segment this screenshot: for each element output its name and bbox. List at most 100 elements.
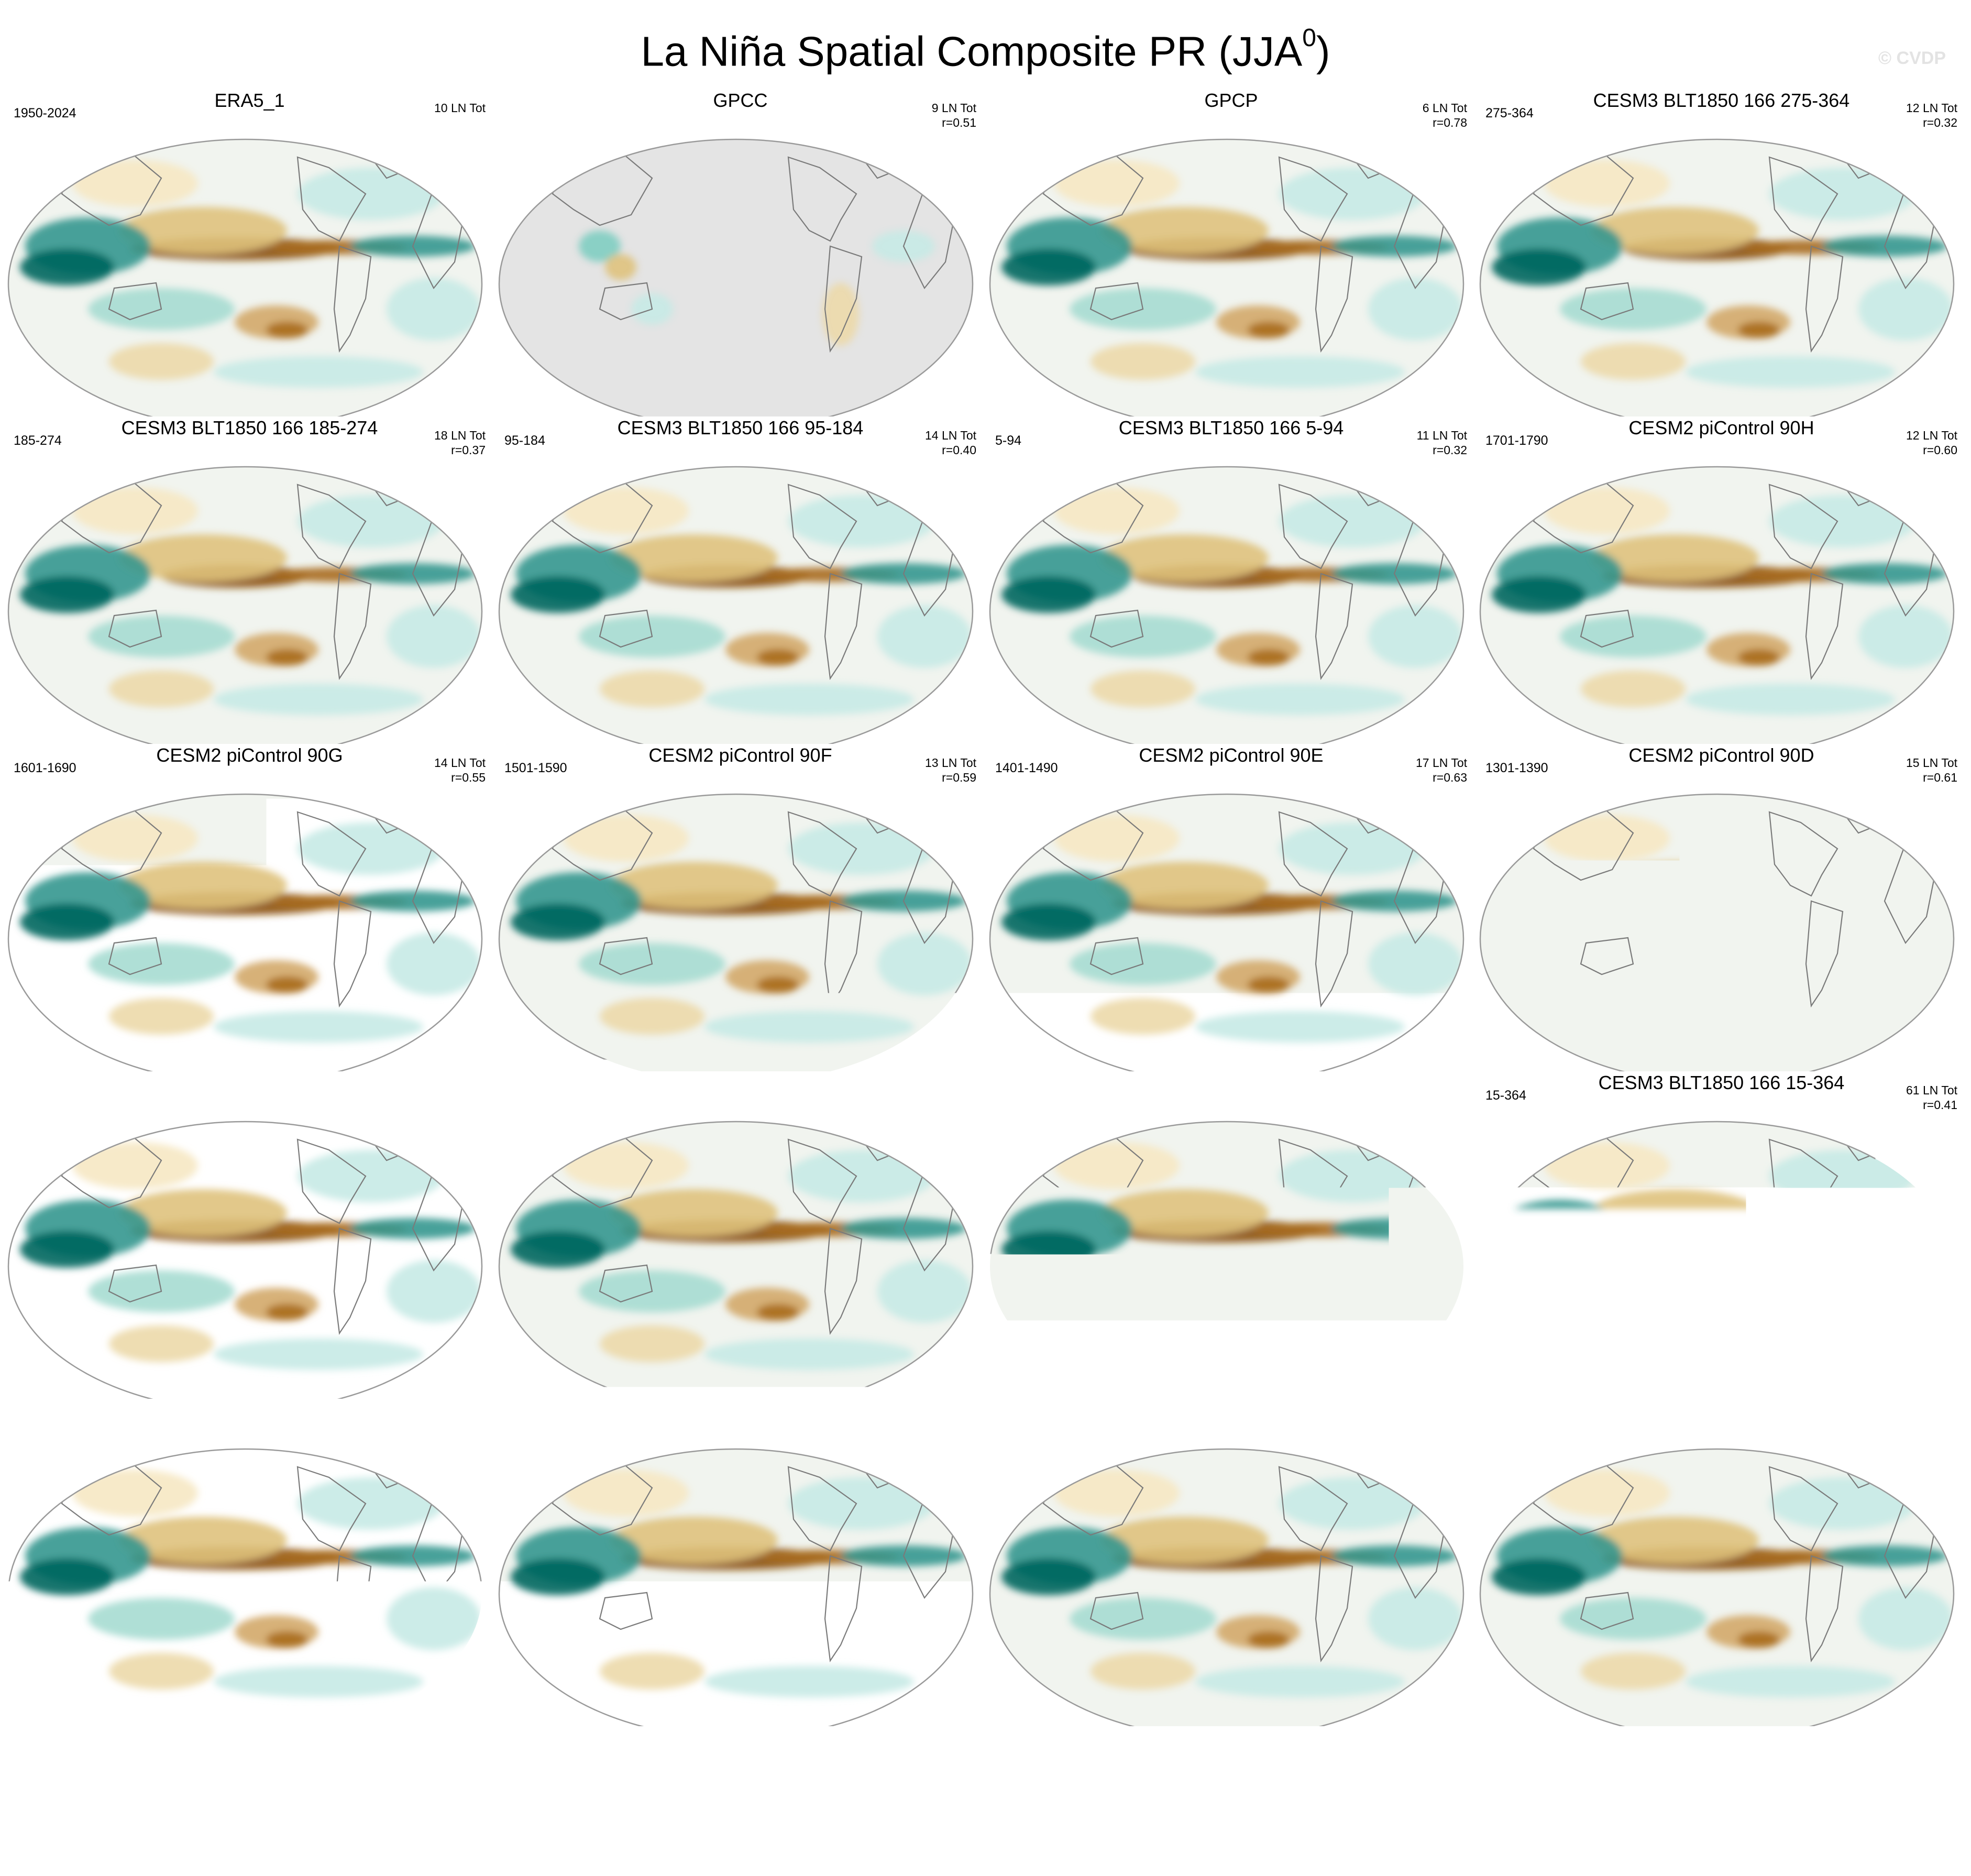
robinson-map	[4, 89, 486, 416]
panel-title: CESM2 piControl 90C	[4, 1071, 495, 1094]
panel-stats: 9 LN Tot r=0.51	[932, 101, 976, 130]
colorbar-swatch	[670, 1756, 733, 1781]
panel-stats: 6 LN Tot r=0.78	[1423, 101, 1467, 130]
colorbar-tick-label: .75	[1218, 1791, 1260, 1826]
panel-title: ERA5_1	[4, 89, 495, 112]
panel-title: CESM2 piControl 350B	[986, 1399, 1477, 1422]
panel-years: 1401-1490	[995, 761, 1058, 776]
colorbar: -5 -4 -3 -2 -1 -.75 -.5 -.25 -.1 0.1.25.5.75 1 2 3 4 5…	[353, 1755, 1619, 1860]
map-panel: GPCP 6 LN Tot r=0.78	[986, 89, 1477, 416]
panel-title: CESM2 piControl 90H	[1476, 416, 1967, 440]
panel-stats: 10 LN Tot	[434, 101, 486, 115]
event-count: 15 LN Tot	[1906, 755, 1957, 770]
map-panel: CESM2 piControl 90A 1001-1090 15 LN Tot r=0…	[986, 1071, 1477, 1399]
event-count: 13 LN Tot	[925, 755, 976, 770]
panel-title: CESM2 piControl 350D	[4, 1399, 495, 1422]
panel-years: 275-364	[1485, 106, 1534, 121]
panel-years: 185-274	[14, 433, 62, 448]
panel-years: 1701-1790	[1485, 433, 1548, 448]
panel-title: CESM2 piControl 90E	[986, 744, 1477, 767]
colorbar-swatch	[417, 1756, 480, 1781]
panel-title: CESM2 piControl 90B	[495, 1071, 986, 1094]
panel-years: 801-1150	[995, 1416, 1050, 1431]
map-panel: CESM3 BLT1850 166 95-184 95-184 14 LN Tot r…	[495, 416, 986, 744]
robinson-map	[1476, 416, 1958, 744]
colorbar-tick-label: -.25	[833, 1791, 885, 1826]
colorbar-tick-label: -5	[402, 1791, 430, 1826]
robinson-map	[986, 1071, 1468, 1399]
pattern-correlation: r=0.63	[1416, 1425, 1467, 1440]
panel-stats: 14 LN Tot r=0.55	[434, 755, 486, 785]
pattern-correlation: r=0.37	[434, 443, 486, 457]
pattern-correlation: r=0.60	[1906, 443, 1957, 457]
colorbar-swatch	[1428, 1756, 1492, 1781]
pattern-correlation: r=0.41	[1906, 1098, 1957, 1112]
figure-title: La Niña Spatial Composite PR (JJA0)	[0, 15, 1971, 81]
colorbar-tick-label: .1	[1037, 1791, 1062, 1826]
colorbar-tick-label: 1	[1294, 1791, 1311, 1826]
panel-stats: 15 LN Tot r=0.57	[1416, 1083, 1467, 1112]
panel-stats: 17 LN Tot r=0.63	[1416, 755, 1467, 785]
pattern-correlation: r=0.62	[1906, 1425, 1957, 1440]
colorbar-swatches	[353, 1755, 1619, 1782]
colorbar-swatch	[607, 1756, 670, 1781]
colorbar-tick-label: -1	[656, 1791, 683, 1826]
panel-years: 1101-1190	[504, 1088, 565, 1103]
map-panel: CESM2 piControl 90D 1301-1390 15 LN Tot r=0…	[1476, 744, 1967, 1071]
map-panel: CESM2 piControl 350D 1601-1950 57 LN Tot r=…	[4, 1399, 495, 1726]
panel-stats: 56 LN Tot r=0.63	[1416, 1410, 1467, 1440]
map-panel: CESM2 piControl 90F 1501-1590 13 LN Tot r=0…	[495, 744, 986, 1071]
robinson-map	[4, 744, 486, 1071]
colorbar-swatch	[922, 1756, 986, 1781]
colorbar-tick-label: -2	[592, 1791, 620, 1826]
event-count: 56 LN Tot	[1416, 1410, 1467, 1425]
panel-years: 1001-1090	[995, 1088, 1058, 1103]
robinson-map	[495, 744, 977, 1071]
colorbar-swatch	[860, 1756, 923, 1781]
colorbar-swatch	[733, 1756, 796, 1781]
event-count: 12 LN Tot	[1906, 428, 1957, 443]
panel-title: CESM2 piControl 350C	[495, 1399, 986, 1422]
panel-stats: 58 LN Tot r=0.62	[1906, 1410, 1957, 1440]
colorbar-tick-label: -.75	[706, 1791, 758, 1826]
robinson-map	[1476, 1071, 1958, 1399]
robinson-map	[495, 1071, 977, 1399]
pattern-correlation: r=0.78	[1423, 115, 1467, 130]
watermark: © CVDP	[1878, 48, 1946, 69]
panel-title: CESM3 BLT1850 166 185-274	[4, 416, 495, 440]
panel-title: CESM3 BLT1850 166 95-184	[495, 416, 986, 440]
event-count: 12 LN Tot	[1906, 101, 1957, 115]
map-panel: CESM2 piControl 90C 1201-1290 15 LN Tot r=0…	[4, 1071, 495, 1399]
robinson-map	[986, 744, 1468, 1071]
panel-title: CESM2 piControl 90A	[986, 1071, 1477, 1094]
robinson-map	[495, 89, 977, 416]
robinson-map	[1476, 744, 1958, 1071]
event-count: 57 LN Tot	[434, 1410, 486, 1425]
pattern-correlation: r=0.40	[925, 443, 976, 457]
colorbar-swatch	[986, 1756, 1049, 1781]
panel-years: 1201-1290	[14, 1088, 76, 1103]
colorbar-tick-label: .5	[1163, 1791, 1188, 1826]
robinson-map	[495, 416, 977, 744]
colorbar-tick-label: -.1	[905, 1791, 940, 1826]
colorbar-swatch	[1175, 1756, 1239, 1781]
panel-stats: 14 LN Tot r=0.40	[925, 428, 976, 457]
event-count: 6 LN Tot	[1423, 101, 1467, 115]
map-panel: CESM2 piControl 350B 801-1150 56 LN Tot r=0…	[986, 1399, 1477, 1726]
panel-stats: 12 LN Tot r=0.32	[1906, 101, 1957, 130]
map-panel: CESM3 BLT1850 166 185-274 185-274 18 LN To…	[4, 416, 495, 744]
panel-stats: 13 LN Tot r=0.59	[925, 755, 976, 785]
panel-title: CESM2 piControl 90F	[495, 744, 986, 767]
event-count: 9 LN Tot	[932, 101, 976, 115]
pattern-correlation: r=0.55	[434, 770, 486, 785]
colorbar-tick-label: -.5	[778, 1791, 813, 1826]
pattern-correlation: r=0.58	[434, 1098, 486, 1112]
panel-title: CESM2 piControl 90G	[4, 744, 495, 767]
event-count: 18 LN Tot	[434, 428, 486, 443]
panel-years: 1601-1690	[14, 761, 76, 776]
panel-stats: 58 LN Tot r=0.63	[925, 1410, 976, 1440]
map-panel: CESM3 BLT1850 166 275-364 275-364 12 LN To…	[1476, 89, 1967, 416]
colorbar-swatch	[1492, 1756, 1555, 1781]
pattern-correlation: r=0.63	[1416, 770, 1467, 785]
robinson-map	[495, 1399, 977, 1726]
